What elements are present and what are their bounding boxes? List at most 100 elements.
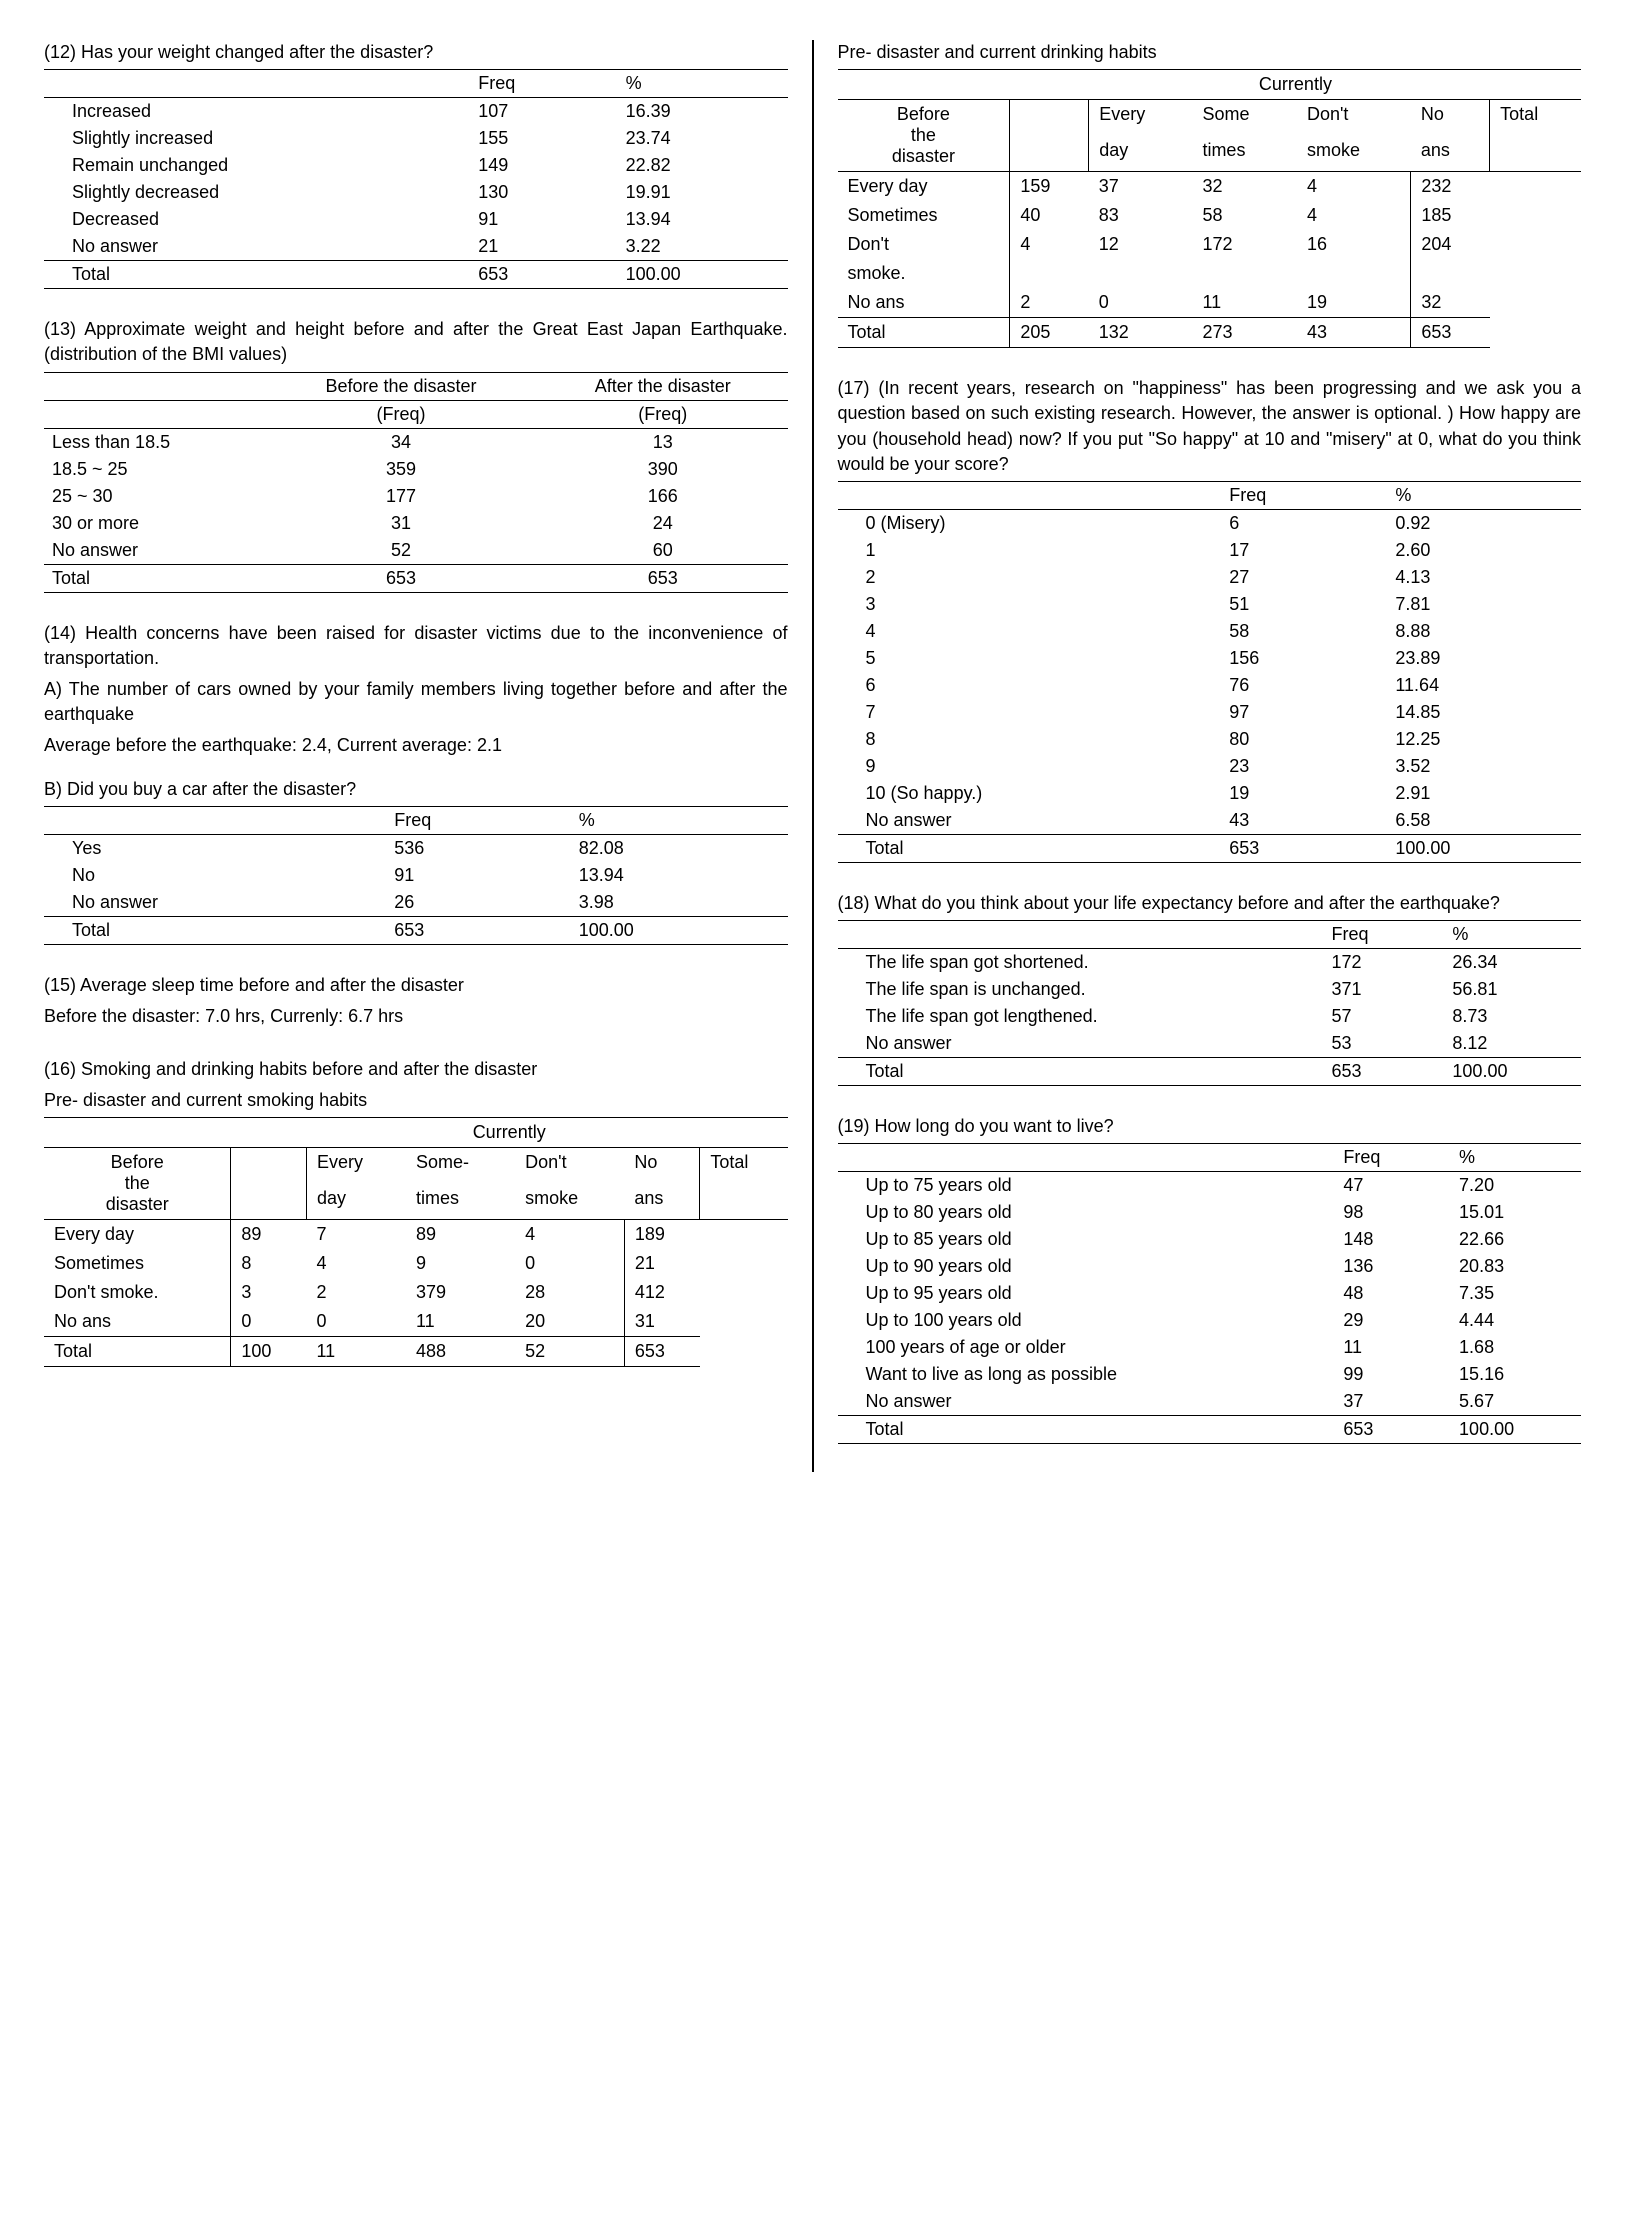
table-cell: 11.64 xyxy=(1371,672,1581,699)
table-cell: 156 xyxy=(1205,645,1371,672)
table-cell: 7.20 xyxy=(1435,1172,1581,1200)
table-cell: 97 xyxy=(1205,699,1371,726)
table-cell: 57 xyxy=(1307,1003,1428,1030)
table-cell: 107 xyxy=(454,98,601,126)
q14b-title: B) Did you buy a car after the disaster? xyxy=(44,777,788,802)
table-cell: No answer xyxy=(44,889,370,917)
q15-l2: Before the disaster: 7.0 hrs, Currenly: … xyxy=(44,1004,788,1029)
table-cell: 7 xyxy=(838,699,1206,726)
table-cell: 51 xyxy=(1205,591,1371,618)
q16-section: (16) Smoking and drinking habits before … xyxy=(44,1057,788,1367)
table-cell: Want to live as long as possible xyxy=(838,1361,1320,1388)
q12-h0 xyxy=(44,70,454,98)
q16-smoking-table: Currently Beforethedisaster Every Some- … xyxy=(44,1117,788,1367)
table-cell: 43 xyxy=(1205,807,1371,835)
table-cell: 2.60 xyxy=(1371,537,1581,564)
table-cell: 3.52 xyxy=(1371,753,1581,780)
table-cell: Slightly decreased xyxy=(44,179,454,206)
table-cell: 5 xyxy=(838,645,1206,672)
q14-intro: (14) Health concerns have been raised fo… xyxy=(44,621,788,671)
table-cell: 23.89 xyxy=(1371,645,1581,672)
q14b-h1: Freq xyxy=(370,806,554,834)
q12-table: Freq % Increased10716.39Slightly increas… xyxy=(44,69,788,289)
table-cell: 130 xyxy=(454,179,601,206)
q12-h1: Freq xyxy=(454,70,601,98)
q18-table: Freq % The life span got shortened.17226… xyxy=(838,920,1582,1086)
table-cell: 17 xyxy=(1205,537,1371,564)
table-cell: 26.34 xyxy=(1428,949,1581,977)
q17-title: (17) (In recent years, research on "happ… xyxy=(838,376,1582,477)
table-cell: 155 xyxy=(454,125,601,152)
table-cell: No answer xyxy=(838,1030,1308,1058)
table-cell: Remain unchanged xyxy=(44,152,454,179)
q16-title: (16) Smoking and drinking habits before … xyxy=(44,1057,788,1082)
table-cell: No answer xyxy=(838,807,1206,835)
q14b-body: Yes53682.08No9113.94No answer263.98Total… xyxy=(44,834,788,944)
q12-section: (12) Has your weight changed after the d… xyxy=(44,40,788,289)
q13-body: Less than 18.5341318.5 ~ 2535939025 ~ 30… xyxy=(44,428,788,592)
table-cell: 20.83 xyxy=(1435,1253,1581,1280)
table-cell: 1.68 xyxy=(1435,1334,1581,1361)
q17-body: 0 (Misery)60.921172.602274.133517.814588… xyxy=(838,509,1582,862)
table-cell: 22.82 xyxy=(602,152,788,179)
table-cell: 56.81 xyxy=(1428,976,1581,1003)
q16-drinking-title: Pre- disaster and current drinking habit… xyxy=(838,40,1582,65)
q19-section: (19) How long do you want to live? Freq … xyxy=(838,1114,1582,1444)
table-cell: 91 xyxy=(454,206,601,233)
table-cell: 16.39 xyxy=(602,98,788,126)
table-cell: 11 xyxy=(1319,1334,1435,1361)
q12-body: Increased10716.39Slightly increased15523… xyxy=(44,98,788,289)
table-cell: 53 xyxy=(1307,1030,1428,1058)
table-cell: 149 xyxy=(454,152,601,179)
table-cell: 148 xyxy=(1319,1226,1435,1253)
table-cell: 2.91 xyxy=(1371,780,1581,807)
table-cell: 3.98 xyxy=(555,889,788,917)
table-cell: 2 xyxy=(838,564,1206,591)
left-column: (12) Has your weight changed after the d… xyxy=(20,40,814,1472)
q14b-table: Freq % Yes53682.08No9113.94No answer263.… xyxy=(44,806,788,945)
q15-l1: (15) Average sleep time before and after… xyxy=(44,973,788,998)
q16-drinking-table: Currently Beforethedisaster Every Some D… xyxy=(838,69,1582,348)
table-cell: 19.91 xyxy=(602,179,788,206)
table-cell: Up to 85 years old xyxy=(838,1226,1320,1253)
q13-title: (13) Approximate weight and height befor… xyxy=(44,317,788,367)
table-cell: 4.44 xyxy=(1435,1307,1581,1334)
table-cell: Up to 75 years old xyxy=(838,1172,1320,1200)
currently-header: Currently xyxy=(231,1118,788,1148)
table-cell: No xyxy=(44,862,370,889)
table-cell: 8.73 xyxy=(1428,1003,1581,1030)
q14-a1: A) The number of cars owned by your fami… xyxy=(44,677,788,727)
q19-table: Freq % Up to 75 years old477.20Up to 80 … xyxy=(838,1143,1582,1444)
page: (12) Has your weight changed after the d… xyxy=(20,40,1605,1472)
table-cell: Up to 100 years old xyxy=(838,1307,1320,1334)
table-cell: 58 xyxy=(1205,618,1371,645)
table-cell: 6.58 xyxy=(1371,807,1581,835)
q19-title: (19) How long do you want to live? xyxy=(838,1114,1582,1139)
table-cell: 99 xyxy=(1319,1361,1435,1388)
table-cell: 6 xyxy=(838,672,1206,699)
table-cell: 13.94 xyxy=(602,206,788,233)
table-cell: 13.94 xyxy=(555,862,788,889)
table-cell: 82.08 xyxy=(555,834,788,862)
q16-smoking-title: Pre- disaster and current smoking habits xyxy=(44,1088,788,1113)
table-cell: No answer xyxy=(44,233,454,261)
q19-body: Up to 75 years old477.20Up to 80 years o… xyxy=(838,1172,1582,1444)
q14-section: (14) Health concerns have been raised fo… xyxy=(44,621,788,945)
table-cell: 98 xyxy=(1319,1199,1435,1226)
table-cell: The life span got lengthened. xyxy=(838,1003,1308,1030)
table-cell: Up to 80 years old xyxy=(838,1199,1320,1226)
table-cell: 8 xyxy=(838,726,1206,753)
table-cell: 7.35 xyxy=(1435,1280,1581,1307)
right-column: Pre- disaster and current drinking habit… xyxy=(814,40,1606,1472)
q13-section: (13) Approximate weight and height befor… xyxy=(44,317,788,592)
table-cell: 23.74 xyxy=(602,125,788,152)
q18-title: (18) What do you think about your life e… xyxy=(838,891,1582,916)
table-cell: 29 xyxy=(1319,1307,1435,1334)
table-cell: 5.67 xyxy=(1435,1388,1581,1416)
table-cell: 15.16 xyxy=(1435,1361,1581,1388)
table-cell: 172 xyxy=(1307,949,1428,977)
table-cell: 4 xyxy=(838,618,1206,645)
table-cell: 1 xyxy=(838,537,1206,564)
table-cell: The life span is unchanged. xyxy=(838,976,1308,1003)
q14-a2: Average before the earthquake: 2.4, Curr… xyxy=(44,733,788,758)
